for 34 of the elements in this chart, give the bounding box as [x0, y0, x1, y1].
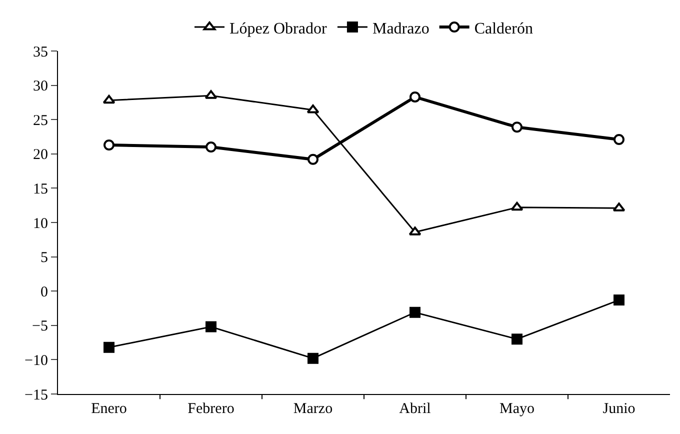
y-tick-label: 10 [33, 216, 48, 232]
point [510, 202, 524, 211]
legend-label: López Obrador [230, 20, 328, 38]
point [104, 139, 114, 150]
point [206, 321, 216, 332]
x-tick-label: Junio [602, 401, 636, 417]
x-tick-label: Enero [91, 401, 127, 417]
point [614, 134, 624, 145]
legend-label: Calderón [474, 20, 533, 38]
point [308, 352, 318, 364]
point [512, 334, 522, 345]
y-tick-label: 25 [33, 112, 48, 129]
y-tick-label: −15 [24, 387, 48, 404]
point [308, 154, 318, 165]
y-tick-label: 30 [33, 78, 48, 95]
x-tick-label: Febrero [188, 401, 234, 417]
y-tick-label: 5 [40, 250, 48, 266]
point [410, 306, 420, 318]
point [512, 122, 522, 133]
x-tick-label: Abril [399, 401, 431, 417]
y-tick-label: 35 [33, 44, 48, 60]
x-tick-label: Mayo [500, 401, 534, 417]
x-tick-label: Marzo [293, 401, 333, 417]
point [104, 342, 114, 353]
y-tick-label: −5 [32, 318, 48, 335]
point [206, 142, 216, 153]
point [614, 294, 624, 306]
y-tick-label: −10 [24, 352, 48, 369]
point [102, 94, 116, 104]
y-tick-label: 20 [33, 147, 48, 164]
point [410, 91, 420, 102]
y-tick-label: 15 [33, 181, 48, 198]
y-tick-label: 0 [40, 284, 48, 300]
legend-label: Madrazo [372, 20, 430, 38]
